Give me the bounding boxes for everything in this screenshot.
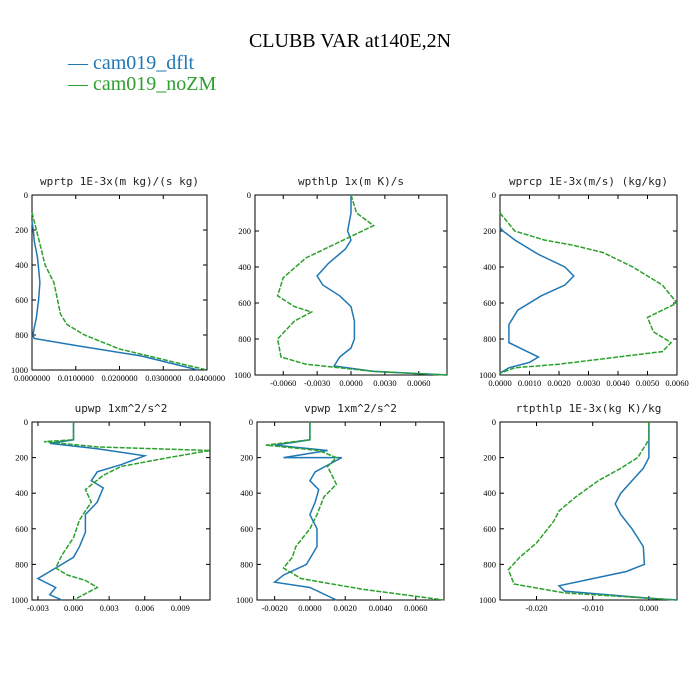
y-tick-label: 800 [15, 330, 28, 340]
plot-frame [256, 421, 445, 601]
plot-frame [31, 194, 208, 371]
x-tick-label: 0.0030 [577, 378, 600, 388]
y-tick-label: 200 [483, 453, 496, 463]
legend-entry-dflt: — cam019_dflt [68, 52, 195, 74]
x-tick-label: 0.0020 [547, 378, 570, 388]
plot-frame [31, 421, 211, 601]
panel-title: wprcp 1E-3x(m/s) (kg/kg) [509, 175, 668, 188]
x-tick-label: 0.0060 [404, 603, 427, 613]
y-tick-label: 200 [15, 453, 28, 463]
y-tick-label: 0 [24, 417, 28, 427]
y-tick-label: 1000 [479, 595, 496, 605]
series-line-cam019_noZM [265, 422, 445, 601]
panel-2: wpthlp 1x(m K)/s 0 200 400 600 800 1000 -0.0060… [234, 175, 448, 388]
series-line-cam019_noZM [43, 422, 211, 601]
panel-5: vpwp 1xm^2/s^2 0 200 400 600 800 1000 -0.0020 0.… [236, 402, 445, 613]
y-tick-label: 0 [247, 190, 251, 200]
y-tick-label: 600 [15, 295, 28, 305]
x-tick-label: -0.020 [526, 603, 548, 613]
y-tick-label: 0 [24, 190, 28, 200]
x-tick-label: 0.0000 [488, 378, 511, 388]
series-line-cam019_dflt [316, 195, 448, 376]
panel-4: upwp 1xm^2/s^2 0 200 400 600 800 1000-0.003 0.0… [11, 402, 211, 613]
y-tick-label: 800 [240, 559, 253, 569]
y-tick-label: 400 [483, 262, 496, 272]
y-tick-label: 800 [483, 334, 496, 344]
y-tick-label: 1000 [234, 370, 251, 380]
y-tick-label: 200 [238, 226, 251, 236]
y-tick-label: 600 [483, 524, 496, 534]
panel-3: wprcp 1E-3x(m/s) (kg/kg) 0 200 400 600 800 100… [479, 175, 689, 388]
x-tick-label: 0.0030 [373, 378, 396, 388]
x-tick-label: 0.0100000 [58, 373, 94, 383]
plot-frame [499, 421, 678, 601]
y-tick-label: 600 [15, 524, 28, 534]
panel-title: rtpthlp 1E-3x(kg K)/kg [516, 402, 662, 415]
y-tick-label: 600 [240, 524, 253, 534]
x-tick-label: 0.0000 [298, 603, 321, 613]
x-tick-label: 0.0060 [665, 378, 688, 388]
x-tick-label: -0.0060 [270, 378, 296, 388]
x-tick-label: 0.0050 [636, 378, 659, 388]
x-tick-label: 0.0060 [407, 378, 430, 388]
series-line-cam019_noZM [507, 422, 678, 601]
x-tick-label: 0.0010 [518, 378, 541, 388]
y-tick-label: 800 [483, 559, 496, 569]
y-tick-label: 1000 [236, 595, 253, 605]
y-tick-label: 200 [15, 225, 28, 235]
series-line-cam019_dflt [557, 422, 678, 601]
y-tick-label: 200 [240, 453, 253, 463]
x-tick-label: 0.0000000 [14, 373, 50, 383]
y-tick-label: 400 [15, 488, 28, 498]
panel-6: rtpthlp 1E-3x(kg K)/kg 0 200 400 600 800 1000 -… [479, 402, 678, 613]
x-tick-label: -0.003 [27, 603, 49, 613]
figure-title: CLUBB VAR at140E,2N [248, 30, 452, 52]
x-tick-label: 0.0000 [339, 378, 362, 388]
y-tick-label: 1000 [479, 370, 496, 380]
series-line-cam019_noZM [276, 194, 448, 376]
x-tick-label: 0.000 [639, 603, 658, 613]
x-tick-label: 0.0020 [334, 603, 357, 613]
panel-title: vpwp 1xm^2/s^2 [304, 402, 397, 415]
x-tick-label: 0.0300000 [145, 373, 181, 383]
x-tick-label: 0.0040 [369, 603, 392, 613]
y-tick-label: 800 [238, 334, 251, 344]
x-tick-label: -0.0030 [304, 378, 330, 388]
series-line-cam019_noZM [499, 212, 679, 374]
x-tick-label: 0.009 [171, 603, 190, 613]
panel-title: wprtp 1E-3x(m kg)/(s kg) [40, 175, 199, 188]
y-tick-label: 800 [15, 559, 28, 569]
y-tick-label: 1000 [11, 365, 28, 375]
y-tick-label: 0 [249, 417, 253, 427]
x-tick-label: 0.006 [135, 603, 154, 613]
series-line-cam019_dflt [272, 422, 343, 601]
x-tick-label: 0.0200000 [101, 373, 137, 383]
series-line-cam019_dflt [36, 422, 148, 601]
x-tick-label: 0.0040 [606, 378, 629, 388]
y-tick-label: 0 [492, 190, 496, 200]
y-tick-label: 600 [483, 298, 496, 308]
y-tick-label: 400 [15, 260, 28, 270]
y-tick-label: 600 [238, 298, 251, 308]
series-line-cam019_dflt [31, 221, 199, 371]
x-tick-label: 0.003 [100, 603, 119, 613]
x-tick-label: -0.0020 [262, 603, 288, 613]
panel-title: wpthlp 1x(m K)/s [298, 175, 404, 188]
x-tick-label: -0.010 [582, 603, 604, 613]
x-tick-label: 0.0400000 [189, 373, 225, 383]
legend-entry-nozm: — cam019_noZM [68, 73, 217, 95]
y-tick-label: 400 [483, 488, 496, 498]
plot-frame [499, 194, 678, 376]
y-tick-label: 200 [483, 226, 496, 236]
series-line-cam019_noZM [31, 212, 208, 371]
panel-title: upwp 1xm^2/s^2 [75, 402, 168, 415]
y-tick-label: 400 [240, 488, 253, 498]
y-tick-label: 1000 [11, 595, 28, 605]
series-line-cam019_dflt [499, 226, 575, 374]
y-tick-label: 400 [238, 262, 251, 272]
panel-1: wprtp 1E-3x(m kg)/(s kg) 0 200 400 600 800 100… [11, 175, 225, 383]
y-tick-label: 0 [492, 417, 496, 427]
x-tick-label: 0.000 [64, 603, 83, 613]
